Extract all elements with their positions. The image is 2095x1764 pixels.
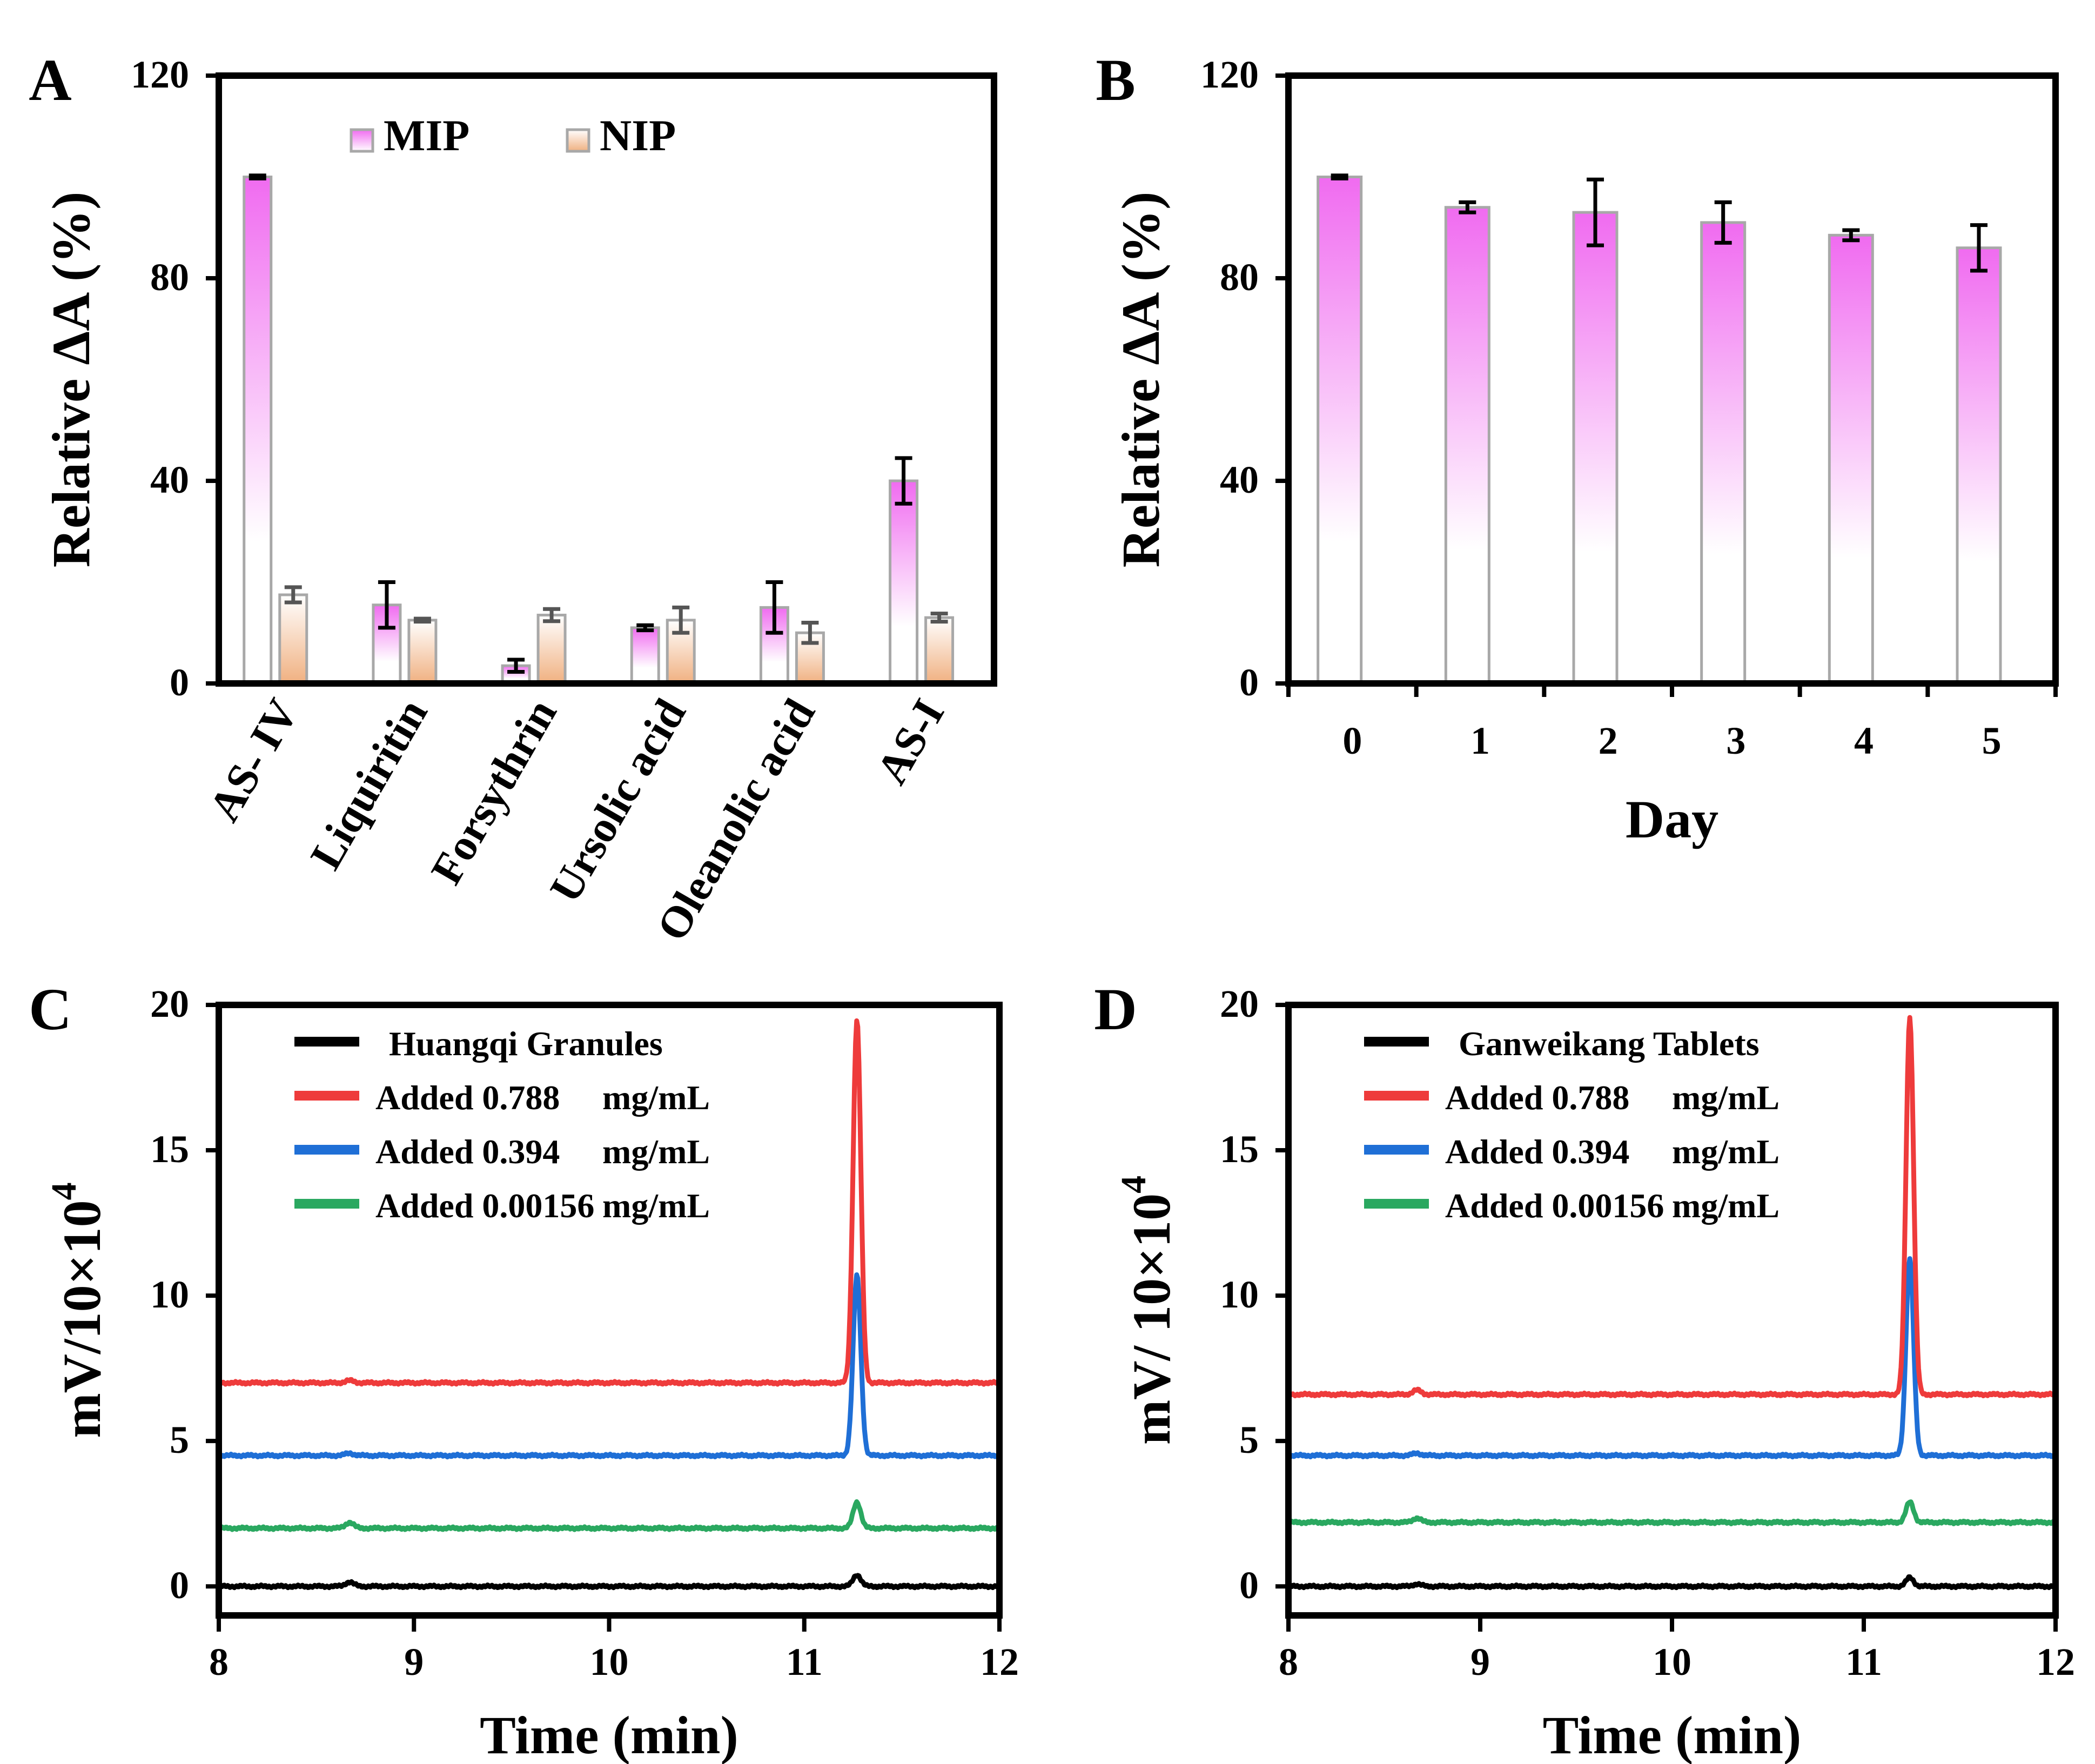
bar-mip [1317,176,1363,685]
legend-unit: mg/mL [602,1186,710,1225]
y-tick-label: 5 [1239,1418,1259,1461]
bar-nip [278,593,308,685]
y-axis-label: Relative ΔA (%) [1111,192,1171,568]
series-line [217,1018,1002,1387]
x-tick-label: 10 [1653,1640,1691,1683]
legend-unit: mg/mL [602,1078,710,1117]
series-line [1286,1574,2057,1591]
category-label: AS-I [867,691,954,793]
x-tick-label: 11 [786,1640,823,1683]
legend-swatch [566,128,590,153]
panel-label: D [1094,976,1137,1042]
legend-unit: mg/mL [1672,1132,1780,1171]
y-tick-label: 120 [1200,53,1259,96]
panel-d: D 8 9 10 11 12 0 5 10 15 20 Time (min) mV/ 10×104 Gan… [1094,976,2075,1764]
x-axis-label: Time (min) [480,1705,738,1764]
bar-nip [924,616,955,685]
legend-label: MIP [384,111,469,160]
legend-label: Ganweikang Tablets [1459,1024,1760,1063]
legend-label: Added 0.00156 [375,1186,594,1225]
panel-label: A [29,47,71,113]
plot-frame [216,1002,1003,1619]
bar-mip [889,479,919,685]
series-line [217,1573,1001,1591]
plot-frame [1285,72,2059,687]
y-tick-label: 15 [1220,1128,1259,1171]
bar-mip [1444,206,1490,685]
legend-label: Added 0.788 [375,1078,560,1117]
y-tick-label: 40 [1220,458,1259,501]
legend-swatch [350,128,374,153]
x-tick-label: 8 [1279,1640,1298,1683]
y-tick-label: 80 [1220,256,1259,299]
y-axis-label: Relative ΔA (%) [41,192,101,568]
x-tick-label: 11 [1845,1640,1882,1683]
y-tick-label: 0 [170,661,189,704]
y-tick-label: 120 [131,53,189,96]
category-label: Liquiritin [301,691,437,877]
category-label: 0 [1342,719,1362,762]
y-tick-label: 20 [1220,982,1259,1025]
bar-mip [630,626,660,685]
y-axis-label: mV/10×104 [44,1182,112,1438]
series-line [1287,1499,2057,1526]
category-label: 5 [1982,719,2002,762]
plot-frame [216,72,997,687]
bar-mip [1828,233,1874,685]
bar-mip [243,176,273,685]
panel-a: A 0 40 80 120 Relative ΔA (%) AS- IVLiquiritin… [29,47,997,949]
category-label: 4 [1854,719,1874,762]
plot-frame [1285,1002,2059,1619]
y-tick-label: 5 [170,1418,189,1461]
y-tick-label: 10 [1220,1273,1259,1316]
bar-mip [1956,246,2002,685]
x-tick-label: 10 [590,1640,629,1683]
legend-label: Added 0.394 [1445,1132,1629,1171]
legend-label: Huangqi Granules [389,1024,663,1063]
y-tick-label: 20 [150,982,189,1025]
x-tick-label: 8 [209,1640,229,1683]
x-tick-label: 9 [404,1640,424,1683]
panel-b: B 0 40 80 120 Relative ΔA (%) 0 1 2 3 4 5 Day [1096,47,2059,849]
bar-mip [1700,221,1747,685]
legend-label: NIP [600,111,676,160]
series-line [217,1499,1001,1532]
y-tick-label: 0 [1239,661,1259,704]
category-label: 3 [1726,719,1745,762]
panel-c: C 8 9 10 11 12 0 5 10 15 20 Time (min) mV/10×104 Huan… [29,976,1019,1764]
y-tick-label: 10 [150,1273,189,1316]
legend-label: Added 0.788 [1445,1078,1629,1117]
series-line [1286,1256,2058,1460]
category-label: AS- IV [199,691,308,830]
category-label: Ursolic acid [540,691,695,910]
panel-label: C [29,976,71,1042]
category-label: 2 [1599,719,1618,762]
category-label: 1 [1470,719,1490,762]
y-tick-label: 40 [150,458,189,501]
y-tick-label: 15 [150,1128,189,1171]
legend-unit: mg/mL [1672,1186,1780,1225]
x-tick-label: 9 [1470,1640,1490,1683]
x-axis-label: Time (min) [1543,1705,1802,1764]
y-tick-label: 0 [170,1564,189,1607]
legend-label: Added 0.394 [375,1132,560,1171]
x-axis-label: Day [1626,789,1718,849]
legend-unit: mg/mL [602,1132,710,1171]
bar-nip [407,619,438,685]
x-tick-label: 12 [980,1640,1019,1683]
category-label: Forsythrin [421,691,566,893]
legend-unit: mg/mL [1672,1078,1780,1117]
bar-mip [1572,211,1619,685]
x-tick-label: 12 [2036,1640,2075,1683]
legend-label: Added 0.00156 [1445,1186,1664,1225]
series-line [1287,1015,2058,1399]
y-tick-label: 80 [150,256,189,299]
y-tick-label: 0 [1239,1564,1259,1607]
y-axis-label: mV/ 10×104 [1114,1176,1181,1445]
bar-nip [536,613,567,685]
panel-label: B [1096,47,1135,113]
series-line [217,1272,1002,1460]
